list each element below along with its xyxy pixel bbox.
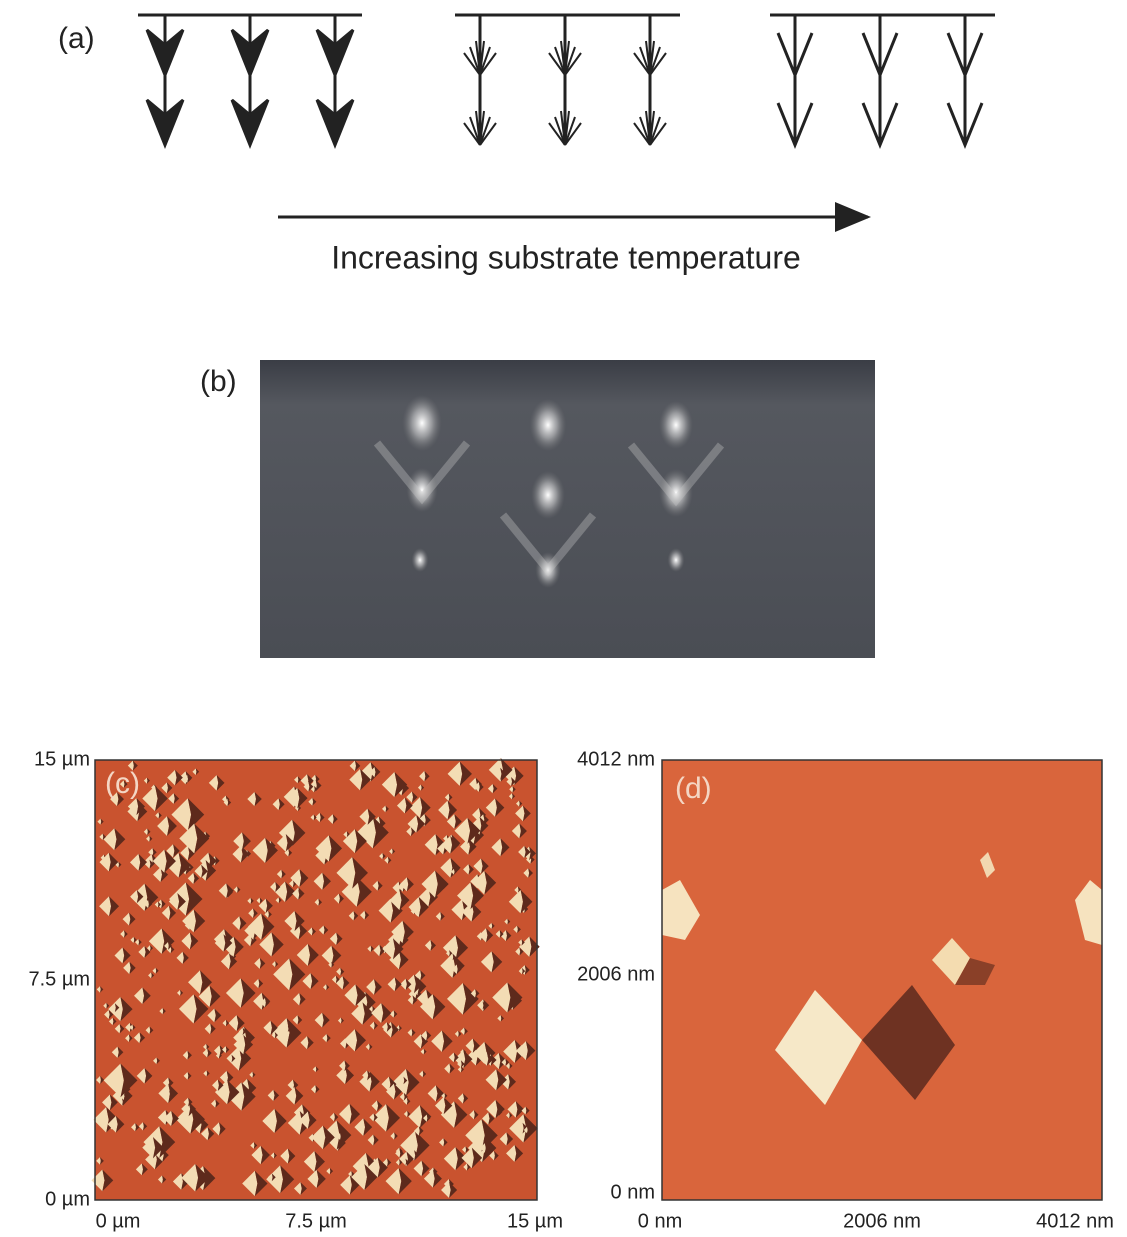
y-tick-label: 2006 nm (577, 963, 655, 985)
panel-label: (d) (675, 772, 712, 805)
panel-label: (c) (105, 767, 140, 800)
diffraction-spot (402, 395, 441, 451)
caption: Increasing substrate temperature (331, 239, 801, 275)
diffraction-spot (668, 548, 685, 572)
y-tick-label: 7.5 µm (28, 968, 90, 990)
diffraction-spot (530, 399, 566, 451)
panel-label: (a) (58, 22, 95, 55)
x-tick-label: 0 nm (638, 1210, 682, 1232)
x-tick-label: 7.5 µm (285, 1210, 347, 1232)
x-tick-label: 0 µm (96, 1210, 141, 1232)
arrow-diagrams (138, 15, 995, 145)
x-tick-label: 4012 nm (1036, 1210, 1114, 1232)
afm-image-c (91, 758, 539, 1200)
afm-image-d (662, 760, 1102, 1200)
y-tick-label: 0 nm (611, 1181, 655, 1203)
diffraction-spot (531, 471, 565, 519)
diffraction-spot (412, 548, 429, 572)
x-tick-label: 2006 nm (843, 1210, 921, 1232)
rheed-image (260, 360, 875, 658)
diffraction-spot (659, 401, 693, 449)
y-tick-label: 15 µm (34, 748, 90, 770)
y-tick-label: 4012 nm (577, 748, 655, 770)
figure: (a) Increasing substrate temperature (b)… (0, 0, 1127, 1237)
x-tick-label: 15 µm (507, 1210, 563, 1232)
panel-label: (b) (200, 365, 237, 398)
diffraction-spot (659, 469, 693, 517)
y-tick-label: 0 µm (45, 1188, 90, 1210)
